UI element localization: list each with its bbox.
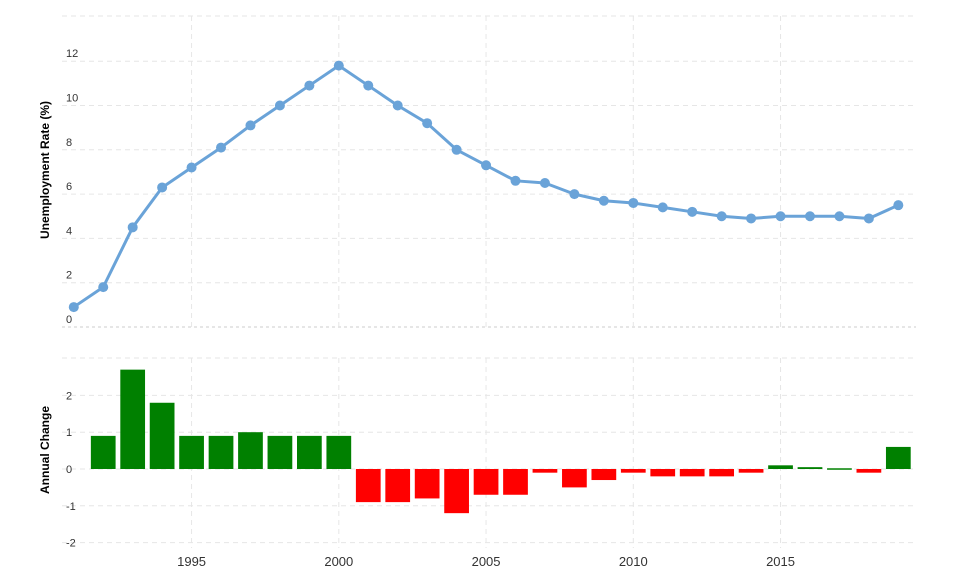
unemployment-rate-point — [333, 60, 344, 71]
annual-change-bar — [709, 469, 735, 477]
unemployment-rate-point — [392, 100, 403, 111]
top-y-tick-label: 6 — [66, 181, 72, 193]
unemployment-rate-point — [481, 160, 492, 171]
unemployment-rate-point — [834, 211, 845, 222]
top-y-tick-label: 8 — [66, 137, 72, 149]
annual-change-bar — [267, 435, 293, 469]
unemployment-rate-point — [598, 195, 609, 206]
top-y-tick-label: 0 — [66, 314, 72, 326]
unemployment-line-series — [68, 60, 904, 313]
annual-change-bar — [650, 469, 676, 477]
unemployment-rate-point — [863, 213, 874, 224]
unemployment-rate-point — [746, 213, 757, 224]
top-y-tick-label: 12 — [66, 48, 78, 60]
unemployment-rate-point — [628, 197, 639, 208]
x-tick-label: 2015 — [766, 554, 795, 569]
annual-change-bar — [768, 465, 793, 469]
unemployment-rate-point — [127, 222, 138, 233]
annual-change-bar — [444, 469, 469, 514]
unemployment-rate-point — [657, 202, 668, 213]
bottom-y-axis-title: Annual Change — [38, 406, 52, 494]
annual-change-bar — [149, 402, 175, 469]
annual-change-bar — [591, 469, 617, 481]
top-y-axis: 0 2 4 6 8 10 12 — [66, 48, 78, 326]
annual-change-bar — [679, 469, 705, 477]
unemployment-rate-point — [893, 200, 904, 211]
annual-change-bar — [355, 469, 381, 503]
unemployment-rate-point — [157, 182, 168, 193]
unemployment-rate-point — [186, 162, 197, 173]
bottom-y-axis: -2 -1 0 1 2 — [66, 390, 76, 549]
unemployment-rate-point — [569, 189, 580, 200]
x-tick-label: 1995 — [177, 554, 206, 569]
bottom-y-tick-label: -1 — [66, 501, 76, 513]
annual-change-bar — [738, 469, 764, 473]
top-y-tick-label: 10 — [66, 93, 78, 105]
annual-change-bar — [120, 369, 146, 469]
unemployment-rate-point — [304, 80, 315, 91]
annual-change-bar — [326, 435, 352, 469]
annual-change-bar — [296, 435, 322, 469]
unemployment-rate-point — [451, 144, 462, 155]
unemployment-rate-point — [804, 211, 815, 222]
bottom-y-tick-label: 2 — [66, 390, 72, 402]
unemployment-rate-point — [775, 211, 786, 222]
x-tick-label: 2010 — [619, 554, 648, 569]
annual-change-bar — [532, 469, 558, 473]
x-tick-label: 2005 — [472, 554, 501, 569]
unemployment-rate-point — [274, 100, 285, 111]
x-tick-label: 2000 — [324, 554, 353, 569]
annual-change-bar — [208, 435, 234, 469]
unemployment-rate-point — [687, 206, 698, 217]
annual-change-bar — [562, 469, 587, 488]
unemployment-rate-point — [363, 80, 374, 91]
annual-change-bar — [797, 467, 823, 469]
top-y-tick-label: 2 — [66, 270, 72, 282]
unemployment-rate-point — [539, 178, 550, 189]
annual-change-bar — [503, 469, 528, 495]
unemployment-rate-point — [68, 302, 79, 313]
annual-change-bar — [620, 469, 646, 473]
annual-change-bar — [856, 469, 882, 473]
annual-change-bar — [414, 469, 440, 499]
unemployment-rate-point — [216, 142, 227, 153]
bottom-y-tick-label: -2 — [66, 538, 76, 550]
annual-change-bar — [179, 435, 204, 469]
annual-change-bar — [90, 435, 116, 469]
annual-change-bar — [473, 469, 499, 495]
bottom-y-tick-label: 1 — [66, 427, 72, 439]
annual-change-bar — [385, 469, 411, 503]
unemployment-rate-point — [716, 211, 727, 222]
unemployment-rate-point — [98, 282, 109, 293]
unemployment-rate-point — [422, 118, 433, 129]
top-y-axis-title: Unemployment Rate (%) — [38, 101, 52, 239]
unemployment-rate-point — [510, 175, 521, 186]
bottom-y-tick-label: 0 — [66, 464, 72, 476]
annual-change-bar — [827, 468, 852, 470]
unemployment-rate-point — [245, 120, 256, 131]
top-y-tick-label: 4 — [66, 225, 72, 237]
annual-change-bars — [90, 369, 911, 514]
annual-change-bar — [885, 446, 911, 469]
x-axis: 1995 2000 2005 2010 2015 — [177, 554, 795, 569]
annual-change-bar — [238, 432, 263, 469]
